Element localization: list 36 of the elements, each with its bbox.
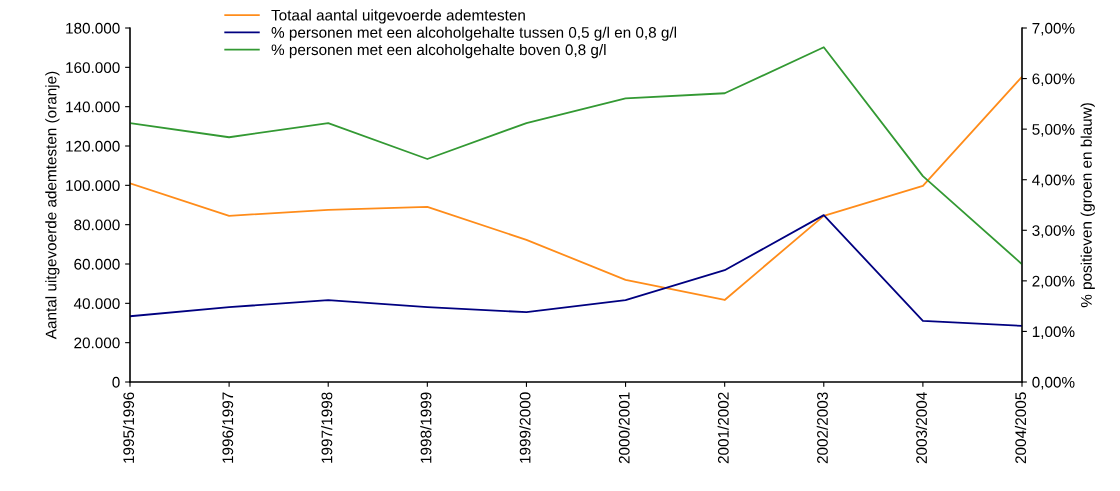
y-tick-label: 0 [112,376,120,388]
legend-label: % personen met een alcoholgehalte tussen 0,5 g/l en 0,8 g/l [271,26,677,41]
y-tick-label: 80.000 [74,219,120,231]
y-tick-label: 140.000 [66,101,120,113]
x-tick-label: 1999/2000 [519,392,531,463]
line-series [130,214,1022,327]
y-tick-label: 180.000 [66,22,120,34]
y-tick-label: 20.000 [74,337,120,349]
y-tick-label: 160.000 [66,62,120,74]
x-tick-label: 1997/1998 [321,392,333,463]
x-tick-label: 1996/1997 [221,392,234,463]
x-tick-label: 2000/2001 [618,392,630,464]
legend-label: % personen met een alcoholgehalte boven 0,8 g/l [271,43,606,59]
y-tick-label: 40.000 [73,298,120,310]
y2-tick-label: 5,00% [1032,124,1075,137]
y-tick-label: 120.000 [66,140,120,152]
y2-tick-label: 0,00% [1032,376,1075,390]
x-tick-label: 1995/1996 [122,392,135,463]
y2-tick-label: 1,00% [1032,326,1075,339]
y2-tick-label: 2,00% [1032,275,1075,289]
x-tick-label: 2004/2005 [1014,392,1027,464]
y2-tick-label: 4,00% [1032,174,1075,188]
y2-tick-label: 7,00% [1032,22,1075,36]
legend-label: Totaal aantal uitgevoerde ademtesten [271,9,525,24]
y2-tick-label: 3,00% [1032,225,1075,238]
x-tick-label: 2003/2004 [915,392,927,464]
x-tick-label: 1998/1999 [420,392,432,463]
line-series [130,46,1022,266]
x-tick-label: 2001/2002 [717,392,729,464]
y2-tick-label: 6,00% [1032,73,1075,87]
y-tick-label: 100.000 [66,180,120,192]
y-axis-title: Aantal uitgevoerde ademtesten (oranje) [45,71,60,340]
line-series [130,75,1022,301]
x-tick-label: 2002/2003 [816,392,828,464]
y-tick-label: 60.000 [74,258,120,270]
y2-axis-title: % positieven (groen en blauw) [1080,103,1095,308]
